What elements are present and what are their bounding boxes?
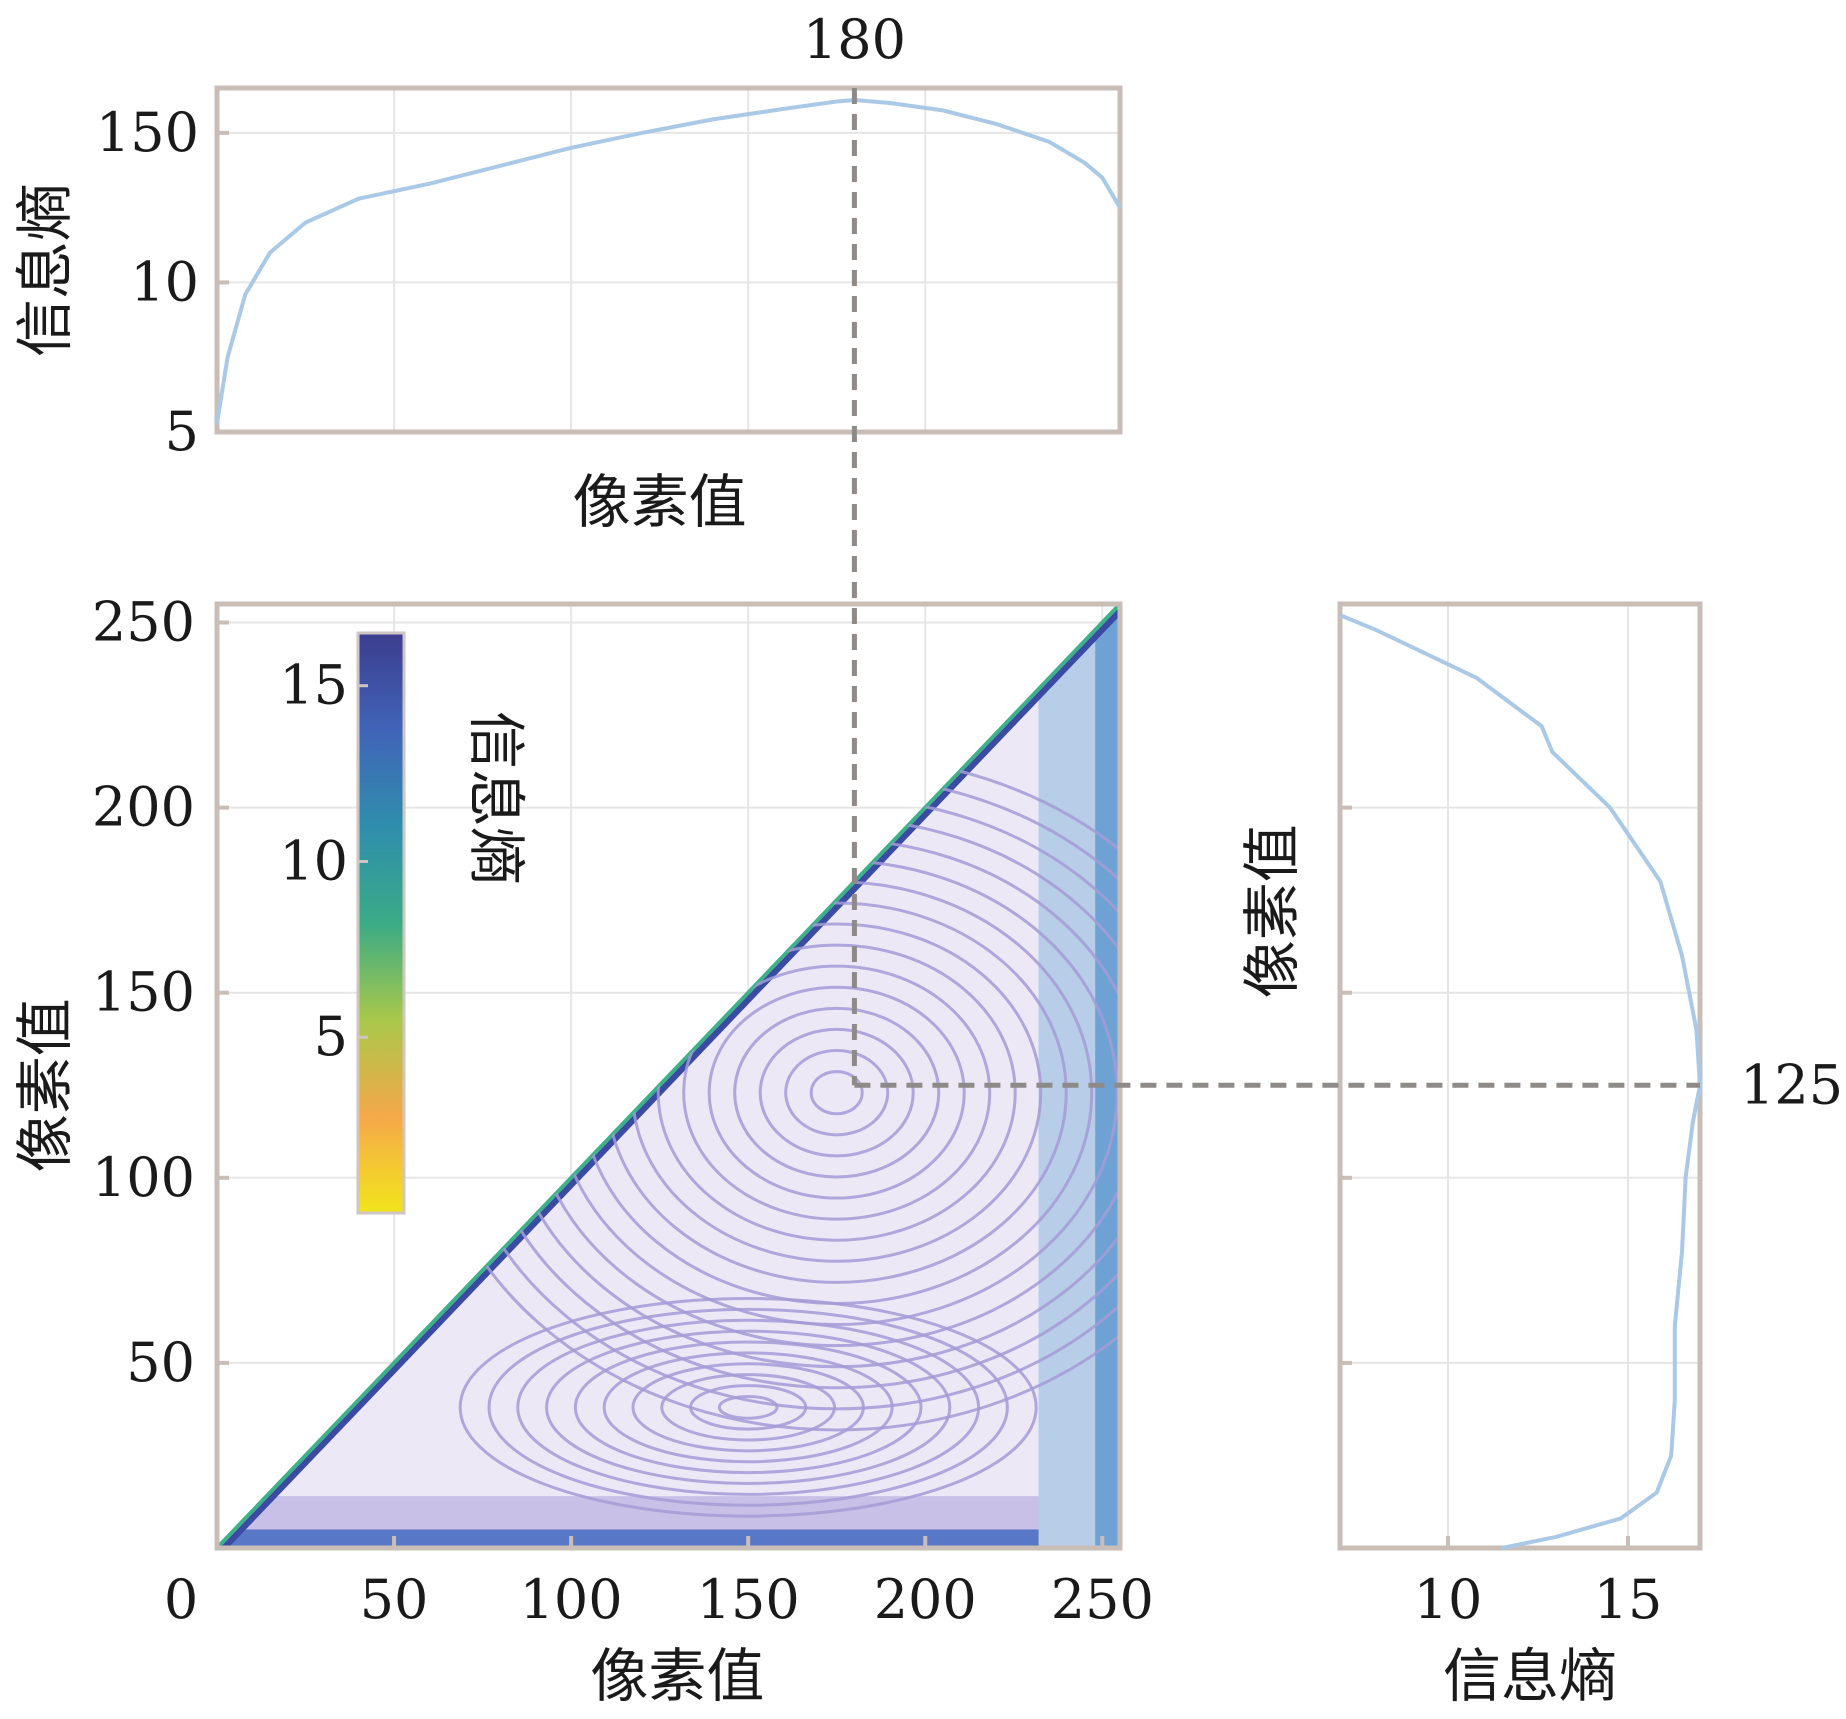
right-x-tick-label: 15	[1594, 1568, 1663, 1631]
main-y-axis-label: 像素值	[11, 998, 79, 1172]
contour-line	[717, 1394, 779, 1420]
heatmap-diagonal-edge	[215, 602, 1122, 1550]
contour-line	[545, 1329, 952, 1485]
colorbar-bar	[356, 631, 406, 1215]
contour-line	[573, 1340, 923, 1475]
right-x-ticks: 10 15	[1340, 805, 1663, 1631]
colorbar-ticks: 5 10 15	[279, 654, 368, 1068]
colorbar-tick-label: 15	[279, 654, 348, 717]
right-entropy-panel: 10 15 信息熵 像素值 125	[1238, 601, 1843, 1710]
right-entropy-curve	[1339, 613, 1703, 1550]
top-y-tick-label: 150	[96, 101, 199, 164]
main-x-tick-label: 150	[697, 1568, 800, 1631]
contour-line	[733, 1006, 941, 1179]
main-y-tick-label: 200	[92, 776, 195, 839]
top-y-ticks: 5 10 150	[96, 101, 229, 463]
main-y-tick-label: 50	[126, 1331, 195, 1394]
contour-line	[602, 1351, 894, 1464]
main-y-tick-label: 150	[92, 961, 195, 1024]
top-y-tick-label: 5	[165, 400, 199, 463]
main-y-tick-label: 100	[92, 1146, 195, 1209]
colorbar: 5 10 15 信息熵	[279, 631, 530, 1215]
right-y-axis-label: 像素值	[1238, 824, 1306, 998]
contour-line	[758, 1027, 915, 1158]
top-peak-annotation: 180	[803, 8, 906, 71]
heatmap-bottom-edge	[217, 1529, 1120, 1548]
top-x-axis-label: 像素值	[573, 468, 747, 536]
main-x-tick-label: 100	[520, 1568, 623, 1631]
top-y-axis-label: 信息熵	[11, 183, 79, 357]
contour-line	[707, 985, 966, 1200]
main-heatmap-panel: 0 50 100 150 200 250 50 100 150 200 250 像素值 像素值 5…	[11, 591, 1154, 1710]
main-frame	[214, 601, 1123, 1551]
top-entropy-curve	[215, 97, 1122, 424]
top-entropy-panel: 5 10 150 信息熵 像素值 180	[11, 8, 1123, 536]
main-x-axis-label: 像素值	[590, 1642, 764, 1710]
contour-line	[487, 1307, 1009, 1507]
right-grid	[1340, 604, 1700, 1548]
top-frame	[214, 85, 1123, 435]
main-y-tick-label: 250	[92, 591, 195, 654]
main-x-tick-label: 0	[164, 1568, 198, 1631]
top-y-tick-label: 10	[130, 250, 199, 313]
top-grid	[217, 88, 1120, 433]
contour-line	[682, 964, 992, 1221]
right-peak-annotation: 125	[1740, 1053, 1843, 1116]
main-x-tick-label: 200	[874, 1568, 977, 1631]
contour-line	[809, 1070, 864, 1116]
main-x-tick-label: 250	[1051, 1568, 1154, 1631]
colorbar-label: 信息熵	[462, 711, 530, 885]
contour-line	[660, 1373, 837, 1442]
right-frame	[1337, 601, 1703, 1551]
contour-line	[656, 943, 1017, 1242]
right-x-tick-label: 10	[1414, 1568, 1483, 1631]
contour-line	[784, 1048, 890, 1137]
contour-line	[689, 1384, 808, 1431]
contour-line	[458, 1297, 1038, 1518]
main-x-ticks: 0 50 100 150 200 250	[164, 1536, 1154, 1631]
colorbar-tick-label: 10	[279, 829, 348, 892]
colorbar-tick-label: 5	[314, 1005, 348, 1068]
contour-line	[631, 1362, 865, 1453]
main-x-tick-label: 50	[360, 1568, 429, 1631]
main-y-ticks: 50 100 150 200 250	[92, 591, 229, 1394]
right-x-axis-label: 信息熵	[1443, 1642, 1617, 1710]
contour-line	[516, 1318, 981, 1496]
